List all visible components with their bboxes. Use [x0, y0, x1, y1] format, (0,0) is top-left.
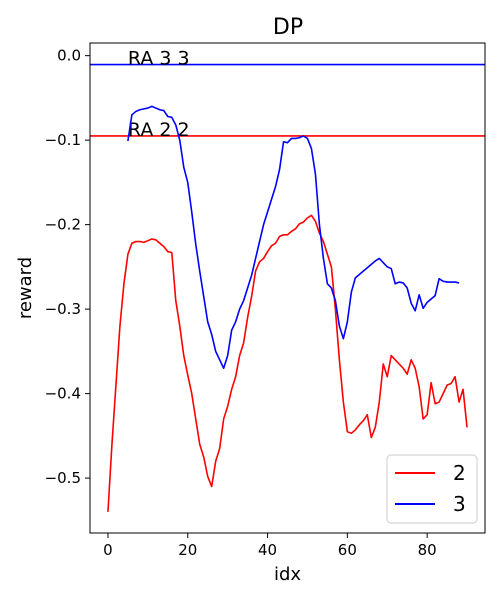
series-line-2	[107, 214, 468, 512]
x-tick-label: 20	[178, 541, 197, 559]
plot-frame	[89, 42, 486, 534]
y-tick-label: −0.1	[45, 131, 81, 149]
series-line-3	[127, 105, 460, 370]
x-tick-label: 0	[103, 541, 113, 559]
legend-label-3: 3	[453, 492, 466, 516]
x-axis-label: idx	[274, 564, 301, 585]
legend: 23	[386, 454, 478, 524]
reference-line-label: RA 2 2	[128, 119, 190, 141]
x-tick-label: 80	[418, 541, 437, 559]
y-tick-label: −0.3	[45, 300, 81, 318]
y-tick-label: −0.5	[45, 469, 81, 487]
y-tick-label: 0.0	[57, 47, 81, 65]
y-axis-label: reward	[15, 257, 36, 319]
y-tick-label: −0.2	[45, 216, 81, 234]
axis-ticks: 0 20 40 60 80 0.0 −0.1 −0.2 −0.3 −0.4 −0.5	[45, 47, 437, 559]
x-tick-label: 60	[338, 541, 357, 559]
chart-title: DP	[273, 15, 303, 40]
plot-area: RA 2 2 RA 3 3	[90, 48, 485, 512]
x-tick-label: 40	[258, 541, 277, 559]
reference-line-label: RA 3 3	[128, 48, 190, 70]
y-tick-label: −0.4	[45, 385, 81, 403]
legend-label-2: 2	[453, 461, 466, 485]
